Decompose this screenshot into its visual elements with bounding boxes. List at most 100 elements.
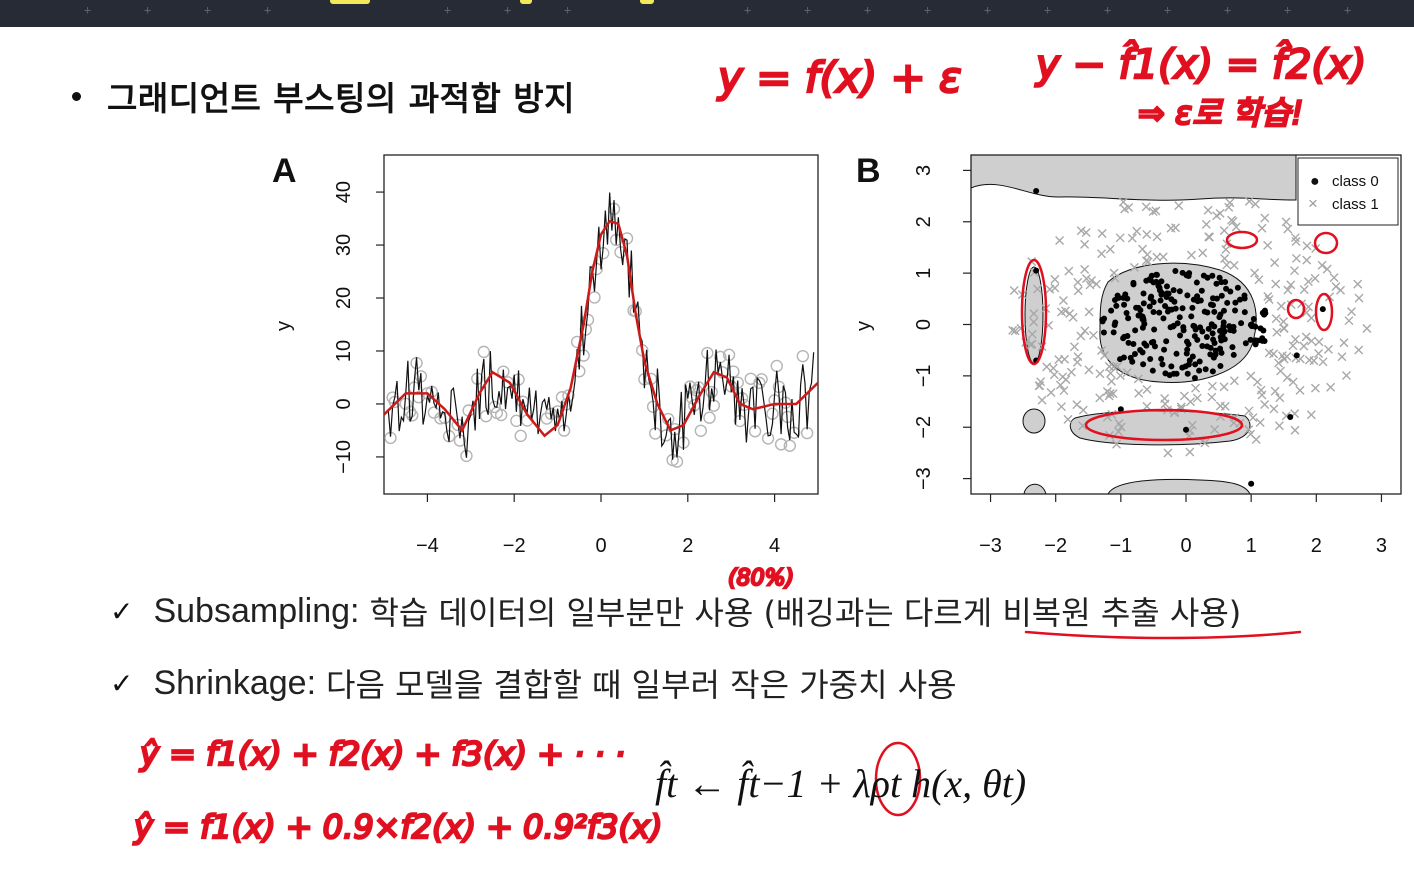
b-ytick-label: −1	[913, 364, 935, 387]
class1-point	[1095, 393, 1105, 403]
class0-point	[1184, 292, 1191, 299]
class0-point	[1202, 366, 1209, 373]
class1-point	[1099, 351, 1109, 361]
class1-point	[1270, 258, 1280, 268]
class1-point	[1207, 392, 1217, 402]
class0-point	[1222, 279, 1229, 286]
slide-bullet-title: 그래디언트 부스팅의 과적합 방지	[72, 72, 575, 120]
class0-point	[1130, 340, 1137, 347]
class1-point	[1097, 229, 1107, 239]
class1-point	[1054, 355, 1064, 365]
class1-point	[1254, 275, 1264, 285]
panel-a-frame	[383, 154, 819, 495]
class1-point	[1229, 260, 1239, 270]
class1-point	[1210, 424, 1220, 434]
class1-point	[1263, 240, 1273, 250]
class1-point	[1310, 273, 1320, 283]
class1-point	[1081, 228, 1091, 238]
b-right-circle-2	[1286, 298, 1306, 320]
update-formula: f̂t ← f̂t−1 + λρt h(x, θt)	[655, 761, 1027, 806]
panel-b-label: B	[856, 152, 881, 190]
class0-point	[1205, 325, 1212, 332]
class0-point	[1198, 287, 1205, 294]
class1-point	[1063, 414, 1073, 424]
class1-point	[1291, 237, 1301, 247]
class1-point	[1250, 268, 1260, 278]
a-ytick-label: −10	[333, 440, 355, 474]
class0-point	[1209, 272, 1216, 279]
class0-point	[1319, 306, 1326, 313]
class1-point	[1132, 226, 1142, 236]
class0-point	[1180, 324, 1187, 331]
class0-point	[1237, 296, 1244, 303]
class1-point	[1279, 324, 1289, 334]
panel-b-regions	[970, 154, 1297, 495]
class1-point	[1118, 197, 1128, 207]
a-ytick-label: 10	[333, 340, 355, 362]
class1-point	[1317, 260, 1327, 270]
legend-class0-marker: ●	[1310, 173, 1320, 190]
class1-point	[1248, 413, 1258, 423]
class1-point	[1187, 420, 1197, 430]
note-top-right: y − f̂1(x) = f̂2(x)	[1035, 40, 1366, 88]
class1-point	[1291, 253, 1301, 263]
class0-point	[1229, 344, 1236, 351]
class0-point	[1033, 267, 1040, 274]
class1-point	[1112, 439, 1122, 449]
check-icon: ✓	[110, 594, 134, 628]
b-top-region	[970, 154, 1297, 201]
class0-point	[1230, 351, 1237, 358]
panel-a-smooth-curve	[383, 219, 819, 438]
b-bottom-edge-region	[1107, 478, 1251, 495]
class0-point	[1252, 337, 1259, 344]
class0-point	[1123, 309, 1130, 316]
class0-point	[1191, 374, 1198, 381]
a-sample-point	[514, 429, 527, 443]
b-left-circle	[1020, 258, 1048, 366]
class1-point	[1301, 332, 1311, 342]
class1-point	[1222, 260, 1232, 270]
class1-point	[1341, 370, 1351, 380]
class1-point	[1129, 262, 1139, 272]
class0-point	[1183, 426, 1189, 433]
class0-point	[1217, 334, 1224, 341]
class0-point	[1193, 279, 1200, 286]
class0-point	[1176, 288, 1183, 295]
panel-b-y-axis: −3 −2 −1 0 1 2 3	[913, 165, 971, 490]
class1-point	[1115, 371, 1125, 381]
class0-point	[1111, 322, 1118, 329]
class1-point	[1220, 253, 1230, 263]
class0-point	[1153, 271, 1160, 278]
class0-point	[1218, 292, 1225, 299]
class1-point	[1354, 293, 1364, 303]
class1-point	[1306, 410, 1316, 420]
class0-point	[1125, 315, 1132, 322]
class1-point	[1347, 307, 1357, 317]
class1-point	[1252, 377, 1262, 387]
class1-point	[1221, 245, 1231, 255]
class1-point	[1307, 336, 1317, 346]
class0-point	[1163, 293, 1170, 300]
class1-point	[1286, 280, 1296, 290]
class1-point	[1229, 376, 1239, 386]
b-xtick-label: −1	[1109, 535, 1132, 557]
b-small-region	[1022, 408, 1046, 434]
class1-point	[1191, 383, 1201, 393]
class0-point	[1216, 314, 1223, 321]
class1-point	[1056, 402, 1066, 412]
class0-point	[1210, 354, 1217, 361]
class1-point	[1134, 388, 1144, 398]
panel-a-label: A	[272, 152, 297, 190]
class1-point	[1185, 397, 1195, 407]
class1-point	[1174, 201, 1184, 211]
class0-point	[1220, 319, 1227, 326]
panel-a-noisy-line	[387, 192, 815, 460]
panel-b-x-axis: −3 −2 −1 0 1 2 3	[979, 494, 1387, 557]
class1-point	[1212, 211, 1222, 221]
class1-point	[1336, 285, 1346, 295]
b-ytick-label: 3	[913, 165, 935, 176]
class0-point	[1232, 307, 1239, 314]
b-ytick-label: −2	[913, 416, 935, 439]
class0-point	[1101, 315, 1108, 322]
b-top-circle	[1225, 230, 1259, 250]
